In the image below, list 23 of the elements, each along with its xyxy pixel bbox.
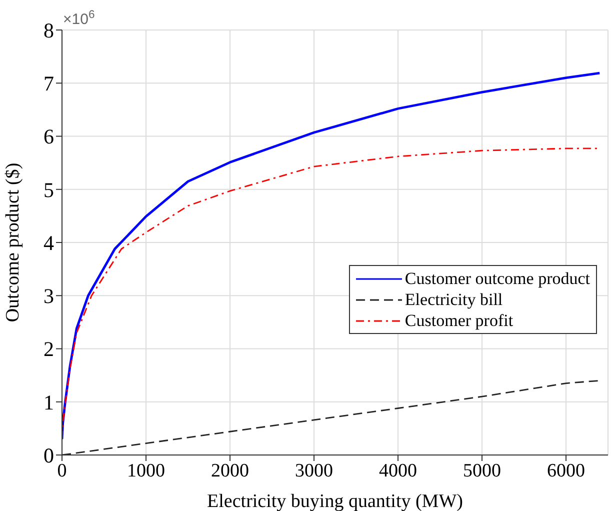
y-tick-label: 4 <box>44 230 54 255</box>
y-tick-label: 3 <box>44 284 54 308</box>
line-series <box>62 72 601 440</box>
x-tick-label: 5000 <box>463 460 501 482</box>
y-axis-title: Outcome product ($) <box>2 162 24 322</box>
x-tick-label: 3000 <box>295 460 333 482</box>
legend-label: Electricity bill <box>404 289 503 310</box>
y-tick-label: 7 <box>44 72 54 96</box>
y-tick-label: 6 <box>44 124 54 149</box>
y-tick-label: 1 <box>44 390 54 414</box>
y-tick-label: 8 <box>44 18 54 42</box>
x-tick-label: 6000 <box>547 460 585 482</box>
x-tick-label: 1000 <box>127 460 165 482</box>
legend-label: Customer profit <box>404 310 514 331</box>
x-axis-title: Electricity buying quantity (MW) <box>207 491 463 511</box>
text: ×10$^{6}$ <box>63 9 95 28</box>
legend-label: Customer outcome product <box>404 268 590 289</box>
y-tick-label: 5 <box>44 178 54 202</box>
x-tick-label: 4000 <box>379 460 417 482</box>
line-series <box>62 380 600 455</box>
x-tick-label: 2000 <box>211 460 249 482</box>
y-tick-label: 2 <box>44 337 54 362</box>
x-tick-label: 0 <box>57 460 67 482</box>
